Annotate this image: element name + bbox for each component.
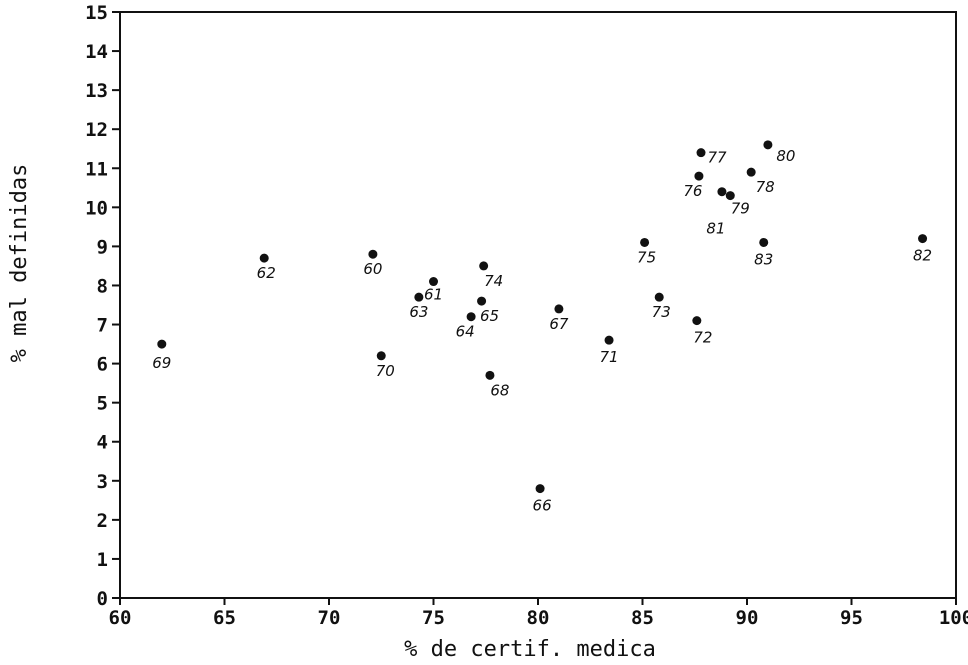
x-tick-label: 70 — [318, 607, 341, 629]
data-point-label: 83 — [754, 250, 773, 268]
y-tick-label: 3 — [97, 471, 108, 493]
data-point — [485, 370, 495, 380]
data-point-label: 80 — [776, 147, 795, 165]
y-tick-label: 1 — [97, 549, 108, 571]
data-point — [368, 249, 378, 259]
data-point — [763, 140, 773, 150]
x-tick-label: 65 — [213, 607, 236, 629]
data-point-label: 68 — [490, 381, 509, 399]
data-point-label: 81 — [706, 220, 725, 238]
data-point — [725, 191, 735, 201]
y-tick-label: 10 — [85, 197, 108, 219]
data-point-label: 61 — [424, 286, 443, 304]
data-point — [554, 304, 564, 314]
data-point — [414, 292, 424, 302]
data-point-label: 72 — [693, 329, 712, 347]
data-point-label: 77 — [707, 149, 727, 167]
data-point — [654, 292, 664, 302]
y-tick-label: 11 — [85, 158, 108, 180]
y-tick-label: 7 — [97, 315, 108, 337]
data-point — [918, 234, 928, 244]
x-tick-label: 60 — [109, 607, 132, 629]
data-point-label: 65 — [480, 307, 499, 325]
data-point-label: 60 — [363, 260, 382, 278]
data-point — [466, 312, 476, 322]
y-tick-label: 15 — [85, 2, 108, 24]
data-point-label: 75 — [637, 248, 656, 266]
x-tick-label: 80 — [527, 607, 550, 629]
x-tick-label: 90 — [736, 607, 759, 629]
data-point — [429, 277, 438, 287]
data-point-label: 76 — [683, 182, 702, 200]
data-point — [604, 335, 614, 345]
data-point — [259, 253, 269, 263]
data-point-label: 78 — [756, 178, 775, 196]
data-point-label: 63 — [409, 303, 428, 321]
y-tick-label: 13 — [85, 80, 108, 102]
x-tick-label: 75 — [422, 607, 445, 629]
y-tick-label: 14 — [85, 41, 108, 63]
data-point-label: 70 — [376, 362, 395, 380]
data-point — [694, 171, 704, 181]
x-axis-title: % de certif. medica — [404, 637, 656, 662]
data-point-label: 66 — [533, 497, 552, 515]
data-point-label: 64 — [456, 323, 475, 341]
data-point-label: 62 — [257, 264, 276, 282]
y-tick-label: 2 — [97, 510, 108, 532]
data-point — [717, 187, 727, 197]
data-point — [696, 148, 706, 158]
data-point — [479, 261, 489, 271]
data-point-label: 71 — [600, 348, 619, 366]
data-point — [759, 237, 769, 247]
data-point-label: 82 — [913, 247, 932, 265]
y-tick-label: 4 — [97, 432, 108, 454]
data-point-label: 74 — [484, 272, 503, 290]
y-tick-label: 12 — [85, 119, 108, 141]
data-point — [746, 167, 756, 177]
y-tick-label: 6 — [97, 354, 108, 376]
y-tick-label: 5 — [97, 393, 108, 415]
data-point — [477, 296, 487, 306]
y-tick-label: 0 — [97, 588, 108, 610]
data-point-label: 79 — [731, 200, 750, 218]
data-point — [535, 484, 545, 494]
data-points: 60 61 62 63 64 65 66 67 68 69 70 71 72 73 74 75 76 77 78 79… — [152, 140, 932, 515]
y-tick-label: 9 — [97, 236, 108, 258]
data-point — [376, 351, 386, 361]
y-axis-title: % mal definidas — [7, 164, 32, 363]
x-axis-ticks: 60 65 70 75 80 85 90 95 100 — [109, 598, 968, 629]
x-tick-label: 95 — [840, 607, 863, 629]
y-tick-label: 8 — [97, 275, 108, 297]
data-point — [692, 316, 702, 326]
data-point — [640, 237, 650, 247]
data-point — [157, 339, 167, 349]
data-point-label: 67 — [549, 315, 569, 333]
x-tick-label: 100 — [939, 607, 968, 629]
data-point-label: 69 — [152, 354, 171, 372]
x-tick-label: 85 — [631, 607, 654, 629]
data-point-label: 73 — [652, 303, 671, 321]
